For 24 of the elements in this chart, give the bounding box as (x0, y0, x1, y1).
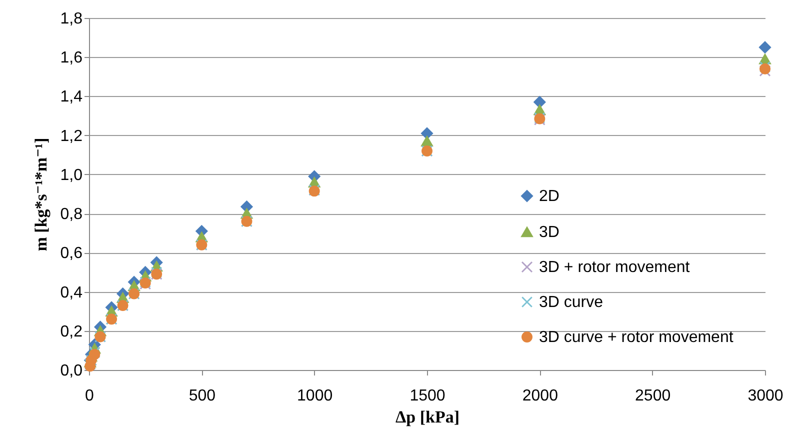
x-tick-label: 500 (188, 388, 216, 404)
y-tick-label: 0,8 (60, 206, 83, 224)
y-tick-label: 0,4 (60, 284, 83, 302)
y-axis-title: m [kg*s⁻¹*m⁻¹] (31, 138, 50, 252)
legend-label: 3D curve (539, 294, 604, 311)
x-tick-label: 0 (85, 388, 94, 404)
x-axis-title: Δp [kPa] (395, 408, 460, 426)
y-tick-label: 0,6 (60, 245, 83, 262)
y-tick-label: 1,2 (60, 128, 83, 145)
y-tick-label: 0,0 (60, 362, 83, 380)
x-tick-label: 3000 (748, 388, 784, 404)
legend-label: 3D + rotor movement (539, 259, 690, 276)
x-tick-label: 1500 (410, 388, 446, 404)
y-tick-label: 1,0 (60, 166, 83, 184)
y-tick-label: 1,4 (60, 88, 83, 106)
y-tick-label: 0,2 (60, 323, 83, 340)
legend-label: 3D curve + rotor movement (539, 329, 734, 346)
legend-label: 2D (539, 188, 560, 205)
x-tick-label: 1000 (297, 388, 333, 404)
legend-label: 3D (539, 224, 560, 241)
x-tick-label: 2500 (635, 388, 671, 404)
y-tick-label: 1,8 (60, 10, 83, 28)
x-tick-label: 2000 (522, 388, 558, 404)
y-tick-label: 1,6 (60, 50, 83, 67)
